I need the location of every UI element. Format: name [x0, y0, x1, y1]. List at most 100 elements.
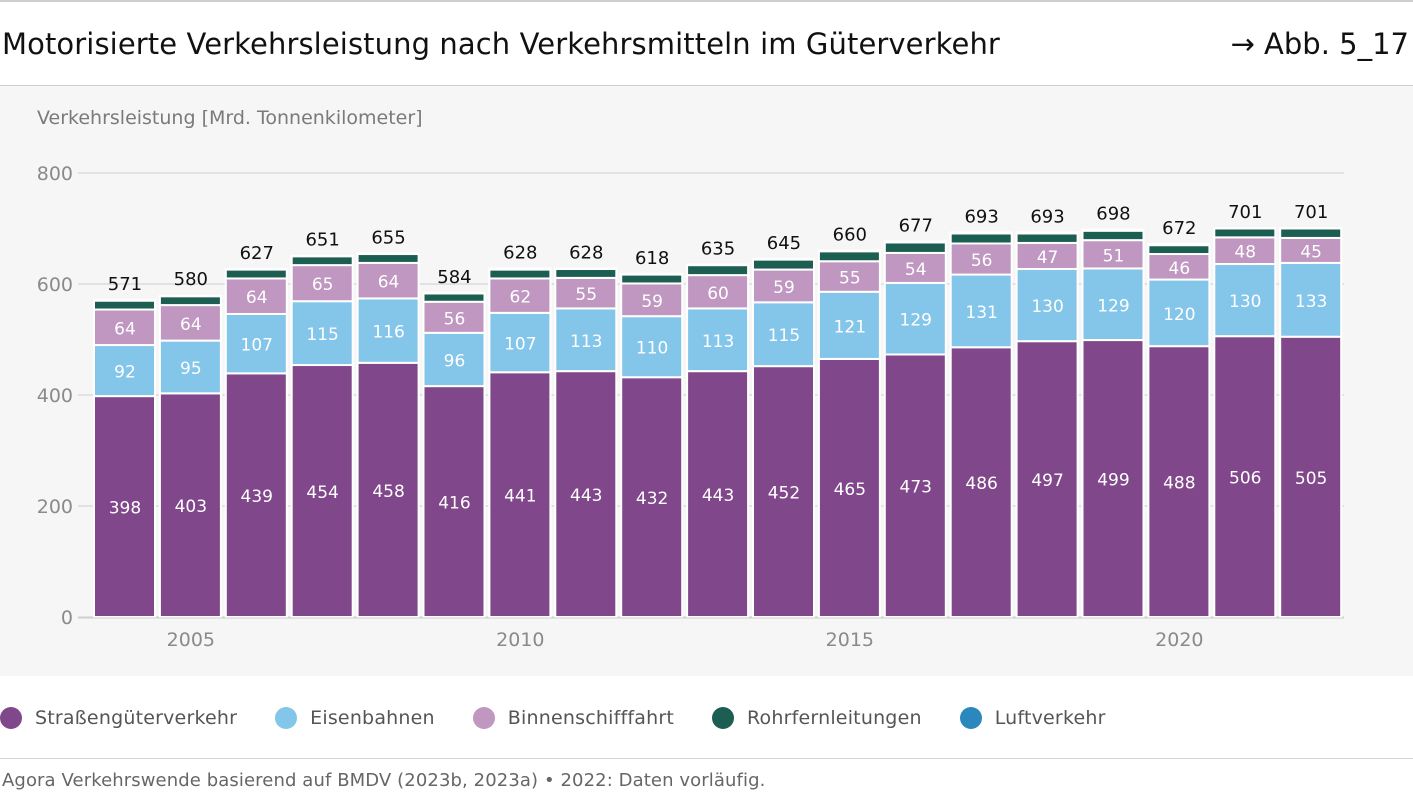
- bar-segment: [620, 273, 684, 285]
- legend-item: Straßengüterverkehr: [0, 707, 237, 729]
- bar-segment: [883, 240, 947, 244]
- segment-value-label: 92: [114, 363, 136, 383]
- x-tick-label: 2015: [826, 629, 874, 651]
- segment-value-label: 46: [1169, 259, 1191, 279]
- bar-segment: [1213, 335, 1277, 618]
- bar-segment: [290, 300, 354, 367]
- bar-segment: [1147, 243, 1211, 247]
- bar-segment: [1147, 345, 1211, 618]
- stacked-bar-chart: Verkehrsleistung [Mrd. Tonnenkilometer] 0…: [37, 107, 1344, 651]
- bar-segment: [488, 267, 552, 271]
- bar-segment: [949, 346, 1013, 618]
- segment-value-label: 121: [834, 317, 866, 337]
- segment-value-label: 473: [900, 478, 932, 498]
- bar-segment: [883, 241, 947, 254]
- bar-segment: [93, 395, 156, 618]
- segment-value-label: 55: [839, 269, 861, 289]
- segment-value-label: 64: [246, 288, 268, 308]
- bar-segment: [224, 372, 288, 619]
- bar-segment: [620, 273, 684, 276]
- bar-segment: [554, 276, 618, 310]
- total-value-label: 584: [437, 267, 471, 288]
- total-value-label: 701: [1294, 202, 1328, 223]
- bar-segment: [422, 300, 486, 334]
- legend-swatch: [712, 707, 734, 729]
- total-value-label: 628: [503, 242, 537, 263]
- segment-value-label: 488: [1163, 474, 1195, 494]
- legend-swatch: [472, 707, 495, 729]
- total-value-label: 677: [899, 215, 933, 236]
- segment-value-label: 107: [241, 336, 273, 356]
- bar-segment: [1147, 244, 1211, 256]
- bar-segment: [1081, 228, 1145, 232]
- bar-segment: [817, 249, 881, 253]
- bar-segment: [1081, 267, 1145, 342]
- y-tick-label: 400: [37, 385, 73, 407]
- total-value-label: 651: [305, 230, 339, 251]
- bar-segment: [158, 304, 222, 342]
- bar-segment: [1279, 226, 1343, 230]
- segment-value-label: 499: [1097, 471, 1129, 491]
- segment-value-label: 51: [1103, 246, 1125, 266]
- bar-segment: [817, 260, 881, 293]
- bar-segment: [224, 312, 288, 375]
- bar-segment: [356, 361, 420, 618]
- segment-value-label: 115: [306, 325, 338, 345]
- header-rule: [0, 85, 1413, 86]
- total-value-label: 635: [701, 239, 735, 260]
- bar-segment: [1213, 227, 1277, 239]
- bar-segment: [949, 232, 1013, 245]
- bar-segment: [752, 258, 815, 271]
- segment-value-label: 452: [768, 484, 800, 504]
- segment-value-label: 398: [109, 499, 141, 519]
- segment-value-label: 47: [1037, 248, 1059, 268]
- bar-segment: [93, 299, 156, 302]
- bar-segment: [1279, 335, 1343, 618]
- bar-segment: [422, 331, 486, 388]
- bar-segment: [686, 370, 750, 619]
- bar-segment: [686, 274, 750, 310]
- segment-value-label: 56: [444, 309, 466, 329]
- bar-segment: [620, 315, 684, 379]
- segment-value-label: 497: [1031, 471, 1063, 491]
- segment-value-label: 115: [768, 326, 800, 346]
- bar-segment: [817, 250, 881, 263]
- bar-segment: [686, 307, 750, 373]
- footer-rule: [0, 758, 1413, 759]
- bar-segment: [554, 268, 618, 279]
- bar-segment: [554, 307, 618, 373]
- bar-segment: [949, 231, 1013, 235]
- bar-segment: [1213, 263, 1277, 338]
- source-note: Agora Verkehrswende basierend auf BMDV (…: [2, 770, 766, 791]
- segment-value-label: 64: [114, 319, 136, 339]
- bar-segment: [1015, 232, 1079, 244]
- bar-segment: [1015, 241, 1079, 271]
- total-value-label: 701: [1228, 202, 1262, 223]
- bar-segment: [883, 281, 947, 356]
- total-value-label: 627: [240, 243, 274, 264]
- bar-segment: [356, 252, 420, 256]
- segment-value-label: 432: [636, 489, 668, 509]
- figure-reference-link[interactable]: → Abb. 5_17: [1230, 27, 1409, 61]
- segment-value-label: 113: [570, 332, 602, 352]
- bar-segment: [949, 273, 1013, 349]
- total-value-label: 645: [767, 233, 801, 254]
- segment-value-label: 486: [965, 474, 997, 494]
- x-tick-label: 2010: [496, 629, 544, 651]
- segment-value-label: 116: [372, 323, 404, 343]
- y-tick-label: 200: [37, 496, 73, 518]
- bar-segment: [1213, 236, 1277, 266]
- legend-label: Straßengüterverkehr: [35, 707, 238, 729]
- bar-segment: [817, 290, 881, 360]
- segment-value-label: 120: [1163, 305, 1195, 325]
- bar-segment: [752, 301, 815, 368]
- bar-segment: [93, 299, 156, 311]
- total-value-label: 672: [1162, 218, 1196, 239]
- segment-value-label: 129: [1097, 296, 1129, 316]
- bar-segment: [554, 267, 618, 271]
- bar-segment: [752, 268, 815, 304]
- bar-segment: [883, 353, 947, 618]
- total-value-label: 628: [569, 242, 603, 263]
- plot-area: Verkehrsleistung [Mrd. Tonnenkilometer] 0…: [0, 86, 1413, 676]
- top-rule: [0, 0, 1413, 2]
